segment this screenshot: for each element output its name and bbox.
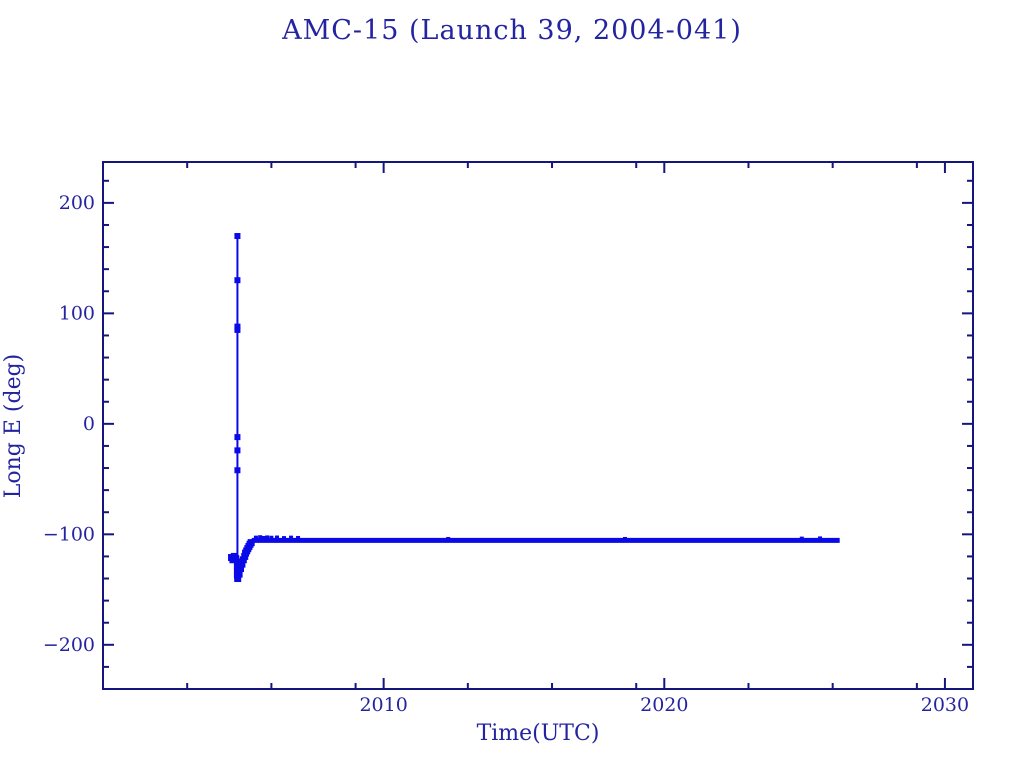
- data-marker: [234, 467, 241, 474]
- data-marker: [234, 447, 241, 454]
- x-tick-label: 2020: [640, 694, 688, 716]
- chart-title: AMC-15 (Launch 39, 2004-041): [281, 15, 742, 46]
- data-jitter-marker: [269, 535, 274, 540]
- data-jitter-marker: [296, 535, 301, 540]
- data-marker: [237, 565, 245, 573]
- data-jitter-marker: [289, 535, 294, 540]
- x-tick-label: 2030: [921, 694, 969, 716]
- data-marker: [247, 539, 255, 547]
- data-marker: [234, 434, 241, 441]
- data-marker: [234, 233, 241, 240]
- y-tick-label: 200: [59, 192, 95, 214]
- data-jitter-marker: [258, 535, 263, 540]
- data-marker: [234, 277, 241, 284]
- data-marker: [234, 323, 241, 330]
- y-tick-label: −100: [43, 523, 95, 545]
- x-tick-label: 2010: [359, 694, 407, 716]
- plot-axes: 2010 2020 2030 200 100 0 −100 −200: [43, 161, 974, 716]
- data-series: [228, 233, 840, 583]
- data-marker: [238, 560, 246, 568]
- data-jitter-marker: [282, 536, 287, 541]
- data-jitter-marker: [799, 536, 804, 541]
- y-tick-label: 0: [83, 413, 95, 435]
- data-jitter-marker: [261, 535, 266, 540]
- x-axis-label: Time(UTC): [477, 721, 600, 746]
- data-jitter-marker: [818, 536, 823, 541]
- y-tick-label: 100: [59, 302, 95, 324]
- data-jitter-marker: [265, 535, 270, 540]
- y-axis-label: Long E (deg): [1, 354, 26, 499]
- data-jitter-marker: [275, 535, 279, 540]
- data-jitter-marker: [446, 536, 451, 541]
- data-jitter-marker: [253, 535, 258, 540]
- plot-frame: [102, 161, 974, 690]
- data-jitter-marker: [623, 536, 627, 541]
- data-marker: [235, 570, 243, 578]
- y-tick-label: −200: [43, 634, 95, 656]
- data-marker: [234, 326, 241, 333]
